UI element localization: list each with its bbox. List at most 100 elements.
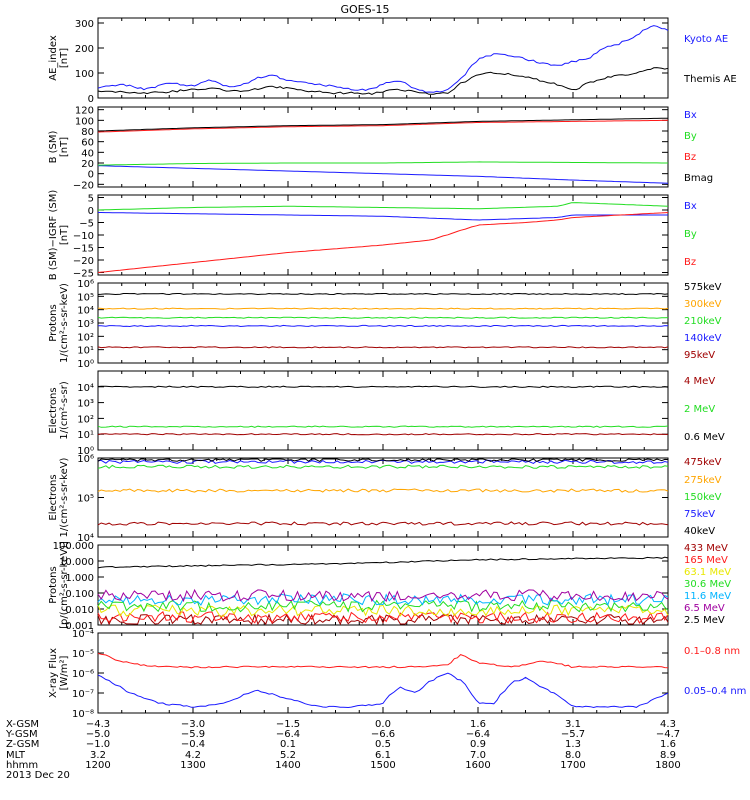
y-tick-label: 0 bbox=[88, 170, 94, 181]
y-tick-label: 100.000 bbox=[53, 541, 94, 552]
y-axis-label: Protons bbox=[48, 566, 59, 603]
series-line-electrons2-3 bbox=[97, 459, 669, 464]
legend-label: 275keV bbox=[684, 475, 722, 486]
legend-label: Bz bbox=[684, 257, 696, 268]
x-row-value: −6.4 bbox=[276, 729, 300, 740]
x-row-label: Y-GSM bbox=[5, 729, 38, 740]
y-tick-label: 10⁻⁶ bbox=[72, 669, 94, 680]
legend-label: 75keV bbox=[684, 509, 715, 520]
x-row-value: −5.9 bbox=[181, 729, 205, 740]
y-axis-label: [W/m²] bbox=[59, 655, 70, 690]
y-tick-label: 10⁵ bbox=[77, 494, 94, 505]
legend-label: Bmag bbox=[684, 173, 713, 184]
legend-label: Bz bbox=[684, 152, 696, 163]
series-line-protons1-3 bbox=[97, 324, 669, 328]
x-row-label: Z-GSM bbox=[6, 739, 39, 750]
y-tick-label: −20 bbox=[73, 180, 94, 191]
panel-frame bbox=[97, 370, 669, 451]
y-tick-label: 0 bbox=[88, 94, 94, 105]
panel-protons2: 0.001 0.010 0.100 1.000 10.000 100.000 Protons… bbox=[48, 541, 731, 632]
series-line-electrons2-0 bbox=[97, 521, 669, 526]
legend-label: By bbox=[684, 229, 697, 240]
x-row-value: −3.0 bbox=[181, 719, 205, 730]
y-tick-label: 10⁴ bbox=[77, 533, 94, 544]
x-row-value: 0.9 bbox=[470, 739, 486, 750]
y-axis-label: AE_index bbox=[48, 35, 59, 81]
legend-label: 11.6 MeV bbox=[684, 591, 731, 602]
series-line-ae-0 bbox=[97, 25, 669, 93]
y-tick-label: 20 bbox=[81, 159, 94, 170]
legend-label: Kyoto AE bbox=[684, 34, 728, 45]
y-axis-label: 1/(cm²-s-sr-keV) bbox=[59, 283, 70, 363]
y-tick-label: 10⁻⁵ bbox=[72, 649, 94, 660]
series-line-electrons2-1 bbox=[97, 488, 669, 493]
series-line-protons1-1 bbox=[97, 307, 669, 310]
series-line-protons2-0 bbox=[97, 613, 669, 626]
y-tick-label: 10² bbox=[77, 332, 94, 343]
x-row-value: 6.1 bbox=[375, 750, 391, 761]
legend-label: 165 MeV bbox=[684, 555, 728, 566]
y-tick-label: 0.010 bbox=[65, 605, 94, 616]
date-label: 2013 Dec 20 bbox=[6, 770, 70, 781]
legend-label: 2 MeV bbox=[684, 404, 715, 415]
x-row-value: 3.1 bbox=[565, 719, 581, 730]
y-tick-label: 10³ bbox=[77, 319, 94, 330]
y-axis-label: Electrons bbox=[48, 387, 59, 433]
legend-label: 300keV bbox=[684, 299, 722, 310]
series-line-xray-0 bbox=[97, 652, 669, 669]
y-tick-label: 10⁶ bbox=[77, 279, 94, 290]
series-line-xray-1 bbox=[97, 672, 669, 709]
y-axis-label: 1/(cm²-s-sr-keV) bbox=[59, 457, 70, 537]
legend-label: Bx bbox=[684, 110, 697, 121]
series-line-electrons1-0 bbox=[97, 433, 669, 436]
series-line-protons2-6 bbox=[97, 556, 669, 569]
y-tick-label: 10⁶ bbox=[77, 454, 94, 465]
series-line-ae-1 bbox=[97, 67, 669, 95]
legend-label: 140keV bbox=[684, 333, 722, 344]
y-axis-label: B (SM) bbox=[48, 130, 59, 163]
y-axis-label: X-ray Flux bbox=[48, 648, 59, 698]
y-tick-label: 0 bbox=[88, 206, 94, 217]
y-tick-label: 60 bbox=[81, 138, 94, 149]
series-line-protons1-0 bbox=[97, 292, 669, 296]
x-row-value: 1700 bbox=[560, 760, 585, 771]
x-row-value: 4.2 bbox=[185, 750, 201, 761]
series-line-protons2-5 bbox=[97, 588, 669, 603]
y-tick-label: 120 bbox=[75, 106, 94, 117]
y-axis-label: [nT] bbox=[59, 48, 70, 68]
y-tick-label: 10⁰ bbox=[77, 359, 94, 370]
x-row-value: 3.2 bbox=[90, 750, 106, 761]
x-row-value: −6.4 bbox=[466, 729, 490, 740]
y-tick-label: −25 bbox=[73, 269, 94, 280]
x-axis-table: X-GSM −4.3 −3.0 −1.5 0.0 1.6 3.1 4.3 Y-GSM −5.0 −5… bbox=[5, 719, 681, 781]
series-line-protons1-4 bbox=[97, 346, 669, 349]
x-row-value: −5.7 bbox=[561, 729, 585, 740]
panel-bsmigrf: −25 −20−15 −10−5 05 B (SM)−IGRF (SM) [nT] Bx By… bbox=[48, 190, 697, 281]
y-tick-label: 10⁻⁸ bbox=[72, 709, 94, 720]
x-row-label: MLT bbox=[6, 750, 26, 761]
legend-label: By bbox=[684, 131, 697, 142]
y-axis-label: [nT] bbox=[59, 225, 70, 245]
legend-label: 95keV bbox=[684, 350, 715, 361]
x-row-value: 1200 bbox=[85, 760, 110, 771]
y-axis-label: B (SM)−IGRF (SM) bbox=[48, 190, 59, 281]
y-tick-label: 10⁻⁴ bbox=[72, 629, 94, 640]
x-row-value: 1.3 bbox=[565, 739, 581, 750]
y-tick-label: 0.100 bbox=[65, 589, 94, 600]
y-tick-label: 200 bbox=[75, 44, 94, 55]
chart-title: GOES-15 bbox=[340, 3, 389, 16]
x-row-value: 5.2 bbox=[280, 750, 296, 761]
x-row-value: 1.6 bbox=[470, 719, 486, 730]
y-tick-label: 40 bbox=[81, 148, 94, 159]
legend-label: 150keV bbox=[684, 492, 722, 503]
y-axis-label: 1/(cm²-s-sr) bbox=[59, 381, 70, 440]
series-line-electrons1-2 bbox=[97, 385, 669, 388]
x-row-value: −0.4 bbox=[181, 739, 205, 750]
y-tick-label: 10² bbox=[77, 414, 94, 425]
y-tick-label: 10.000 bbox=[59, 557, 94, 568]
x-row-value: 1300 bbox=[180, 760, 205, 771]
y-tick-label: 5 bbox=[88, 194, 94, 205]
y-tick-label: 100 bbox=[75, 116, 94, 127]
x-row-label: X-GSM bbox=[6, 719, 39, 730]
